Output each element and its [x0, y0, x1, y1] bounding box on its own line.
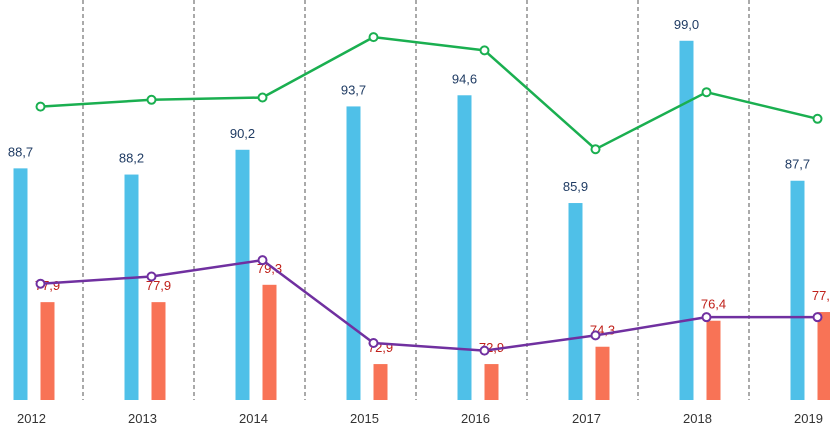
bar: [346, 106, 361, 400]
line-point: [257, 92, 268, 103]
bar-value-label: 88,2: [119, 151, 144, 166]
x-tick-label: 2014: [239, 411, 268, 426]
series-line: [40, 35, 818, 151]
x-tick-label: 2013: [128, 411, 157, 426]
bar: [373, 364, 388, 400]
bar-value-label: 88,7: [8, 144, 33, 159]
line-point: [368, 32, 379, 43]
bar-value-label: 93,7: [341, 82, 366, 97]
line-point: [701, 87, 712, 98]
bar: [595, 346, 610, 400]
bar: [40, 302, 55, 400]
bar: [679, 40, 694, 400]
bar: [790, 180, 805, 400]
line-point: [35, 101, 46, 112]
bar: [457, 95, 472, 401]
bar: [13, 168, 28, 400]
series-line: [40, 258, 818, 352]
bar-value-label: 85,9: [563, 179, 588, 194]
x-tick-label: 2016: [461, 411, 490, 426]
bar: [706, 320, 721, 400]
line-point: [590, 144, 601, 155]
line-point: [701, 312, 712, 323]
bar-value-label: 94,6: [452, 71, 477, 86]
bar: [568, 203, 583, 400]
line-point: [146, 94, 157, 105]
bar: [235, 149, 250, 400]
x-tick-label: 2019: [794, 411, 823, 426]
bar-value-label: 76,4: [701, 297, 726, 312]
bar: [817, 312, 830, 400]
bar-value-label: 77,9: [146, 278, 171, 293]
x-tick-label: 2017: [572, 411, 601, 426]
line-point: [812, 312, 823, 323]
line-point: [590, 330, 601, 341]
line-point: [146, 271, 157, 282]
bar-value-label: 87,7: [785, 157, 810, 172]
x-tick-label: 2015: [350, 411, 379, 426]
line-point: [479, 45, 490, 56]
line-point: [35, 278, 46, 289]
bar: [262, 284, 277, 400]
bar-value-label: 90,2: [230, 126, 255, 141]
line-point: [812, 113, 823, 124]
x-tick-label: 2018: [683, 411, 712, 426]
bar: [484, 364, 499, 400]
bar-value-label: 77,1: [812, 288, 830, 303]
x-tick-label: 2012: [17, 411, 46, 426]
bar-value-label: 99,0: [674, 17, 699, 32]
bar: [151, 302, 166, 400]
line-point: [479, 345, 490, 356]
line-point: [257, 255, 268, 266]
bar: [124, 174, 139, 400]
line-point: [368, 338, 379, 348]
